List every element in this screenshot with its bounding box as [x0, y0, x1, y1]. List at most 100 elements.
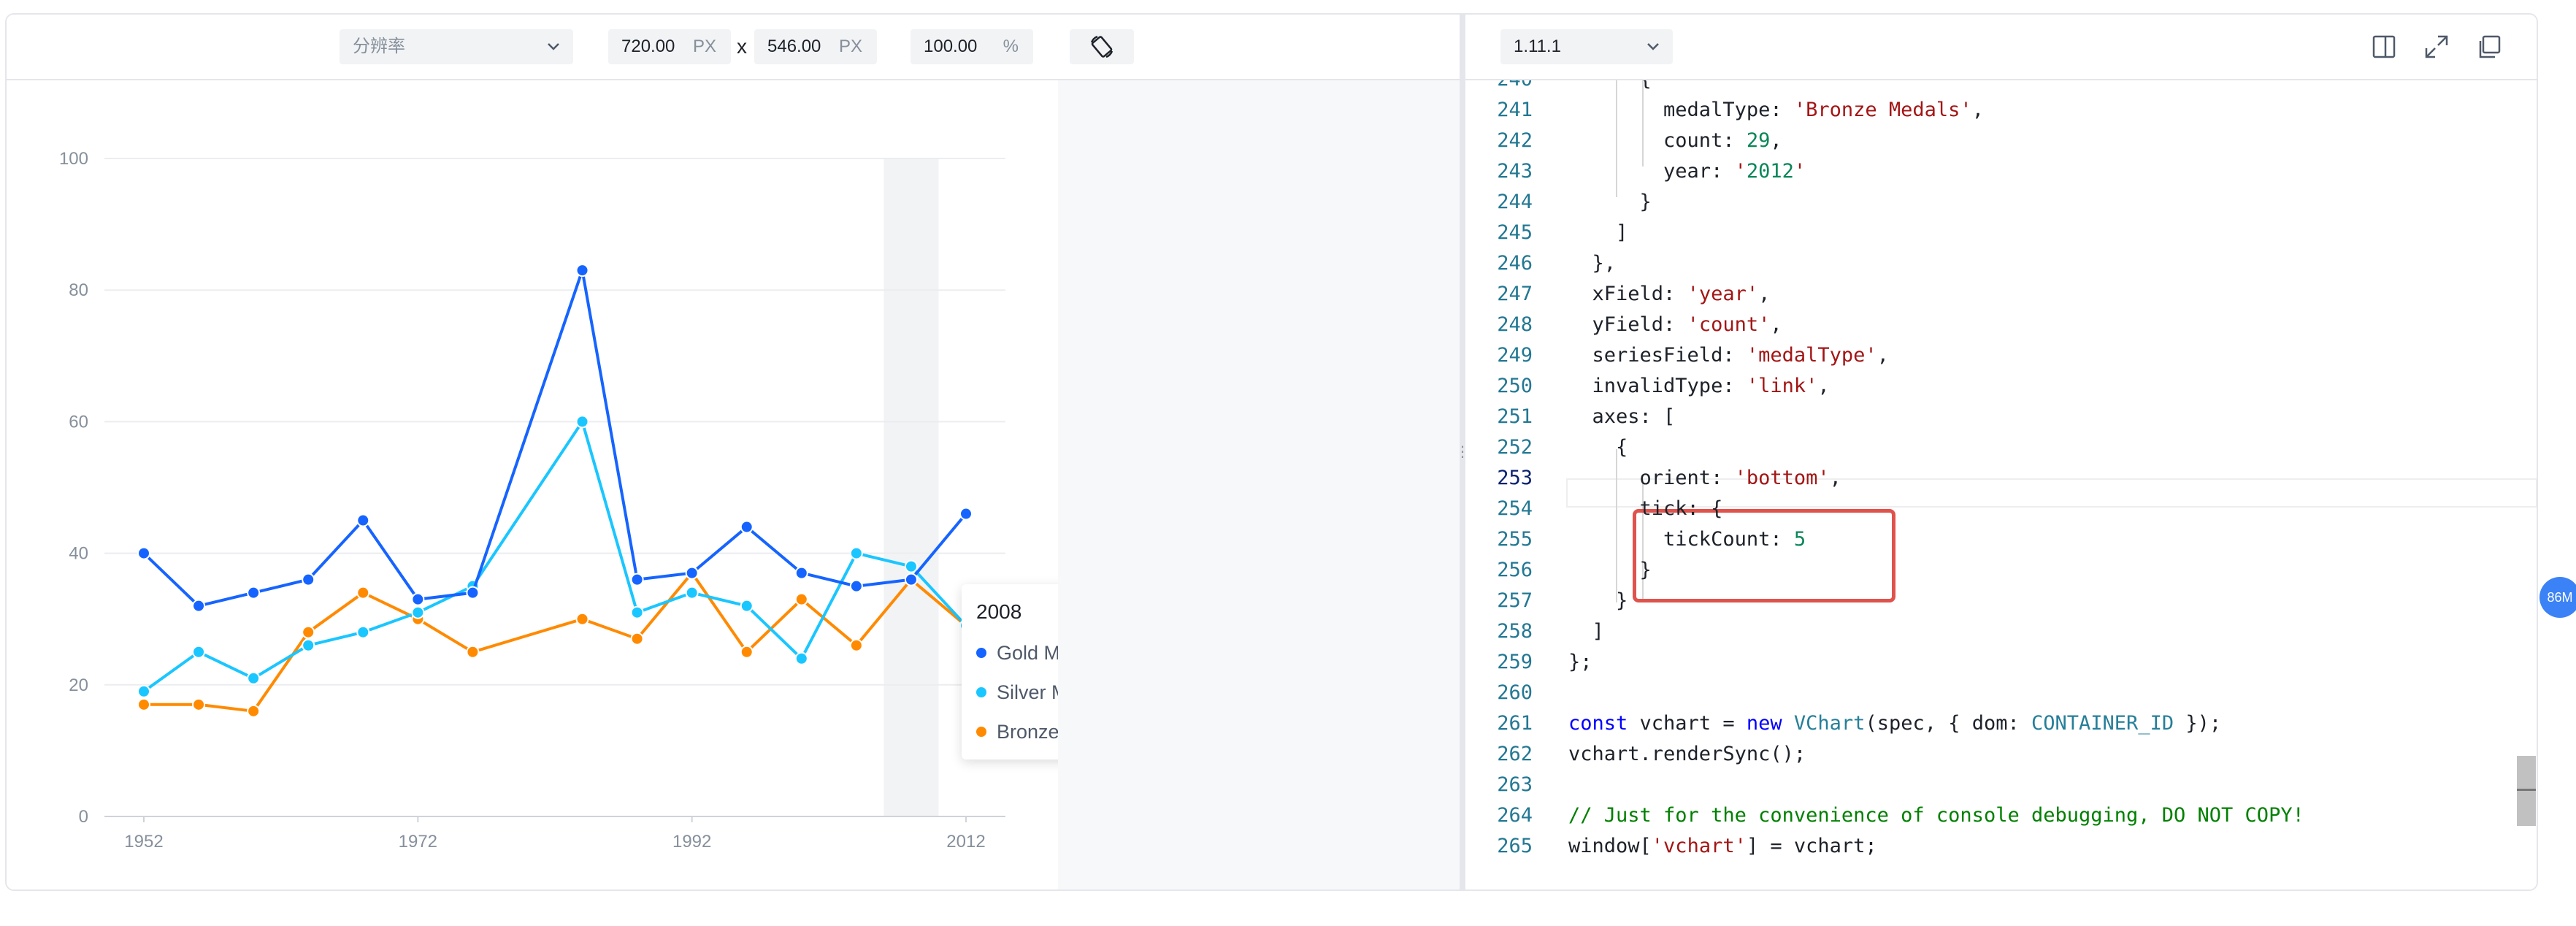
code-line[interactable]: 244 }	[1465, 187, 2537, 218]
code-line[interactable]: 240 {	[1465, 80, 2537, 95]
data-point-silver-medals[interactable]	[411, 605, 425, 619]
code-line[interactable]: 249 seriesField: 'medalType',	[1465, 340, 2537, 371]
code-line[interactable]: 250 invalidType: 'link',	[1465, 371, 2537, 402]
data-point-silver-medals[interactable]	[904, 559, 918, 573]
data-point-bronze-medals[interactable]	[575, 612, 589, 626]
fullscreen-icon[interactable]	[2422, 32, 2451, 61]
code-line[interactable]: 262 vchart.renderSync();	[1465, 739, 2537, 770]
data-point-bronze-medals[interactable]	[630, 632, 644, 646]
code-line[interactable]: 261 const vchart = new VChart(spec, { dom…	[1465, 708, 2537, 739]
data-point-gold-medals[interactable]	[411, 592, 425, 606]
data-point-silver-medals[interactable]	[356, 625, 370, 639]
data-point-silver-medals[interactable]	[630, 605, 644, 619]
rotate-device-icon	[1089, 34, 1115, 64]
data-point-bronze-medals[interactable]	[794, 592, 808, 606]
width-input[interactable]: 720.00 PX	[608, 29, 731, 64]
code-line[interactable]: 246 },	[1465, 248, 2537, 279]
code-line[interactable]: 241 medalType: 'Bronze Medals',	[1465, 95, 2537, 126]
line-number: 265	[1497, 835, 1533, 857]
zoom-value: 100.00	[924, 37, 978, 56]
data-point-bronze-medals[interactable]	[740, 645, 754, 659]
line-number: 256	[1497, 559, 1533, 581]
data-point-gold-medals[interactable]	[740, 520, 754, 534]
data-point-bronze-medals[interactable]	[302, 625, 315, 639]
data-point-gold-medals[interactable]	[247, 586, 261, 600]
data-point-gold-medals[interactable]	[466, 586, 480, 600]
memory-badge[interactable]: 86M	[2539, 577, 2576, 618]
code-line[interactable]: 248 yField: 'count',	[1465, 310, 2537, 340]
resolution-select-label: 分辨率	[353, 37, 405, 56]
data-point-gold-medals[interactable]	[575, 264, 589, 278]
line-number: 243	[1497, 160, 1533, 183]
code-line[interactable]: 242 count: 29,	[1465, 126, 2537, 156]
data-point-silver-medals[interactable]	[575, 415, 589, 429]
silver-dot-icon	[976, 687, 986, 697]
data-point-gold-medals[interactable]	[356, 513, 370, 527]
code-line[interactable]: 243 year: '2012'	[1465, 156, 2537, 187]
series-line-gold-medals[interactable]	[142, 269, 967, 608]
data-point-gold-medals[interactable]	[849, 579, 863, 593]
data-point-silver-medals[interactable]	[794, 651, 808, 665]
data-point-silver-medals[interactable]	[849, 546, 863, 560]
code-line[interactable]: 255 tickCount: 5	[1465, 524, 2537, 555]
chart-canvas[interactable]: 0 20 40 60 80 100 1952 1972 1992 2012 2008 Gold M…	[7, 80, 1211, 889]
code-line[interactable]: 260	[1465, 678, 2537, 708]
data-point-gold-medals[interactable]	[302, 573, 315, 586]
data-point-silver-medals[interactable]	[740, 599, 754, 613]
data-point-gold-medals[interactable]	[904, 573, 918, 586]
resolution-select[interactable]: 分辨率	[340, 29, 573, 64]
data-point-gold-medals[interactable]	[959, 507, 973, 521]
code-line[interactable]: 252 {	[1465, 432, 2537, 463]
data-point-bronze-medals[interactable]	[466, 645, 480, 659]
data-point-gold-medals[interactable]	[685, 566, 699, 580]
data-point-gold-medals[interactable]	[192, 599, 206, 613]
code-line[interactable]: 265 window['vchart'] = vchart;	[1465, 831, 2537, 862]
code-line[interactable]: 256 }	[1465, 555, 2537, 586]
dimension-separator: x	[737, 35, 747, 58]
line-chart[interactable]: 0 20 40 60 80 100 1952 1972 1992 2012	[7, 80, 1058, 889]
data-point-gold-medals[interactable]	[137, 546, 150, 560]
copy-icon[interactable]	[2475, 32, 2504, 61]
data-point-silver-medals[interactable]	[192, 645, 206, 659]
rotate-device-button[interactable]	[1070, 29, 1134, 64]
panel-splitter[interactable]: ⋮⋮	[1455, 15, 1484, 889]
code-line[interactable]: 245 ]	[1465, 218, 2537, 248]
crosshair-band	[883, 158, 939, 816]
code-line[interactable]: 259};	[1465, 647, 2537, 678]
line-content: yField: 'count',	[1568, 313, 1782, 336]
split-view-icon[interactable]	[2369, 32, 2399, 61]
code-line[interactable]: 251 axes: [	[1465, 402, 2537, 432]
series-line-silver-medals[interactable]	[142, 418, 967, 693]
line-number: 258	[1497, 620, 1533, 643]
data-point-silver-medals[interactable]	[137, 684, 150, 698]
data-point-silver-medals[interactable]	[247, 671, 261, 685]
code-line[interactable]: 257 }	[1465, 586, 2537, 616]
data-point-bronze-medals[interactable]	[849, 638, 863, 652]
height-input[interactable]: 546.00 PX	[754, 29, 877, 64]
height-value: 546.00	[767, 37, 821, 56]
code-line[interactable]: 247 xField: 'year',	[1465, 279, 2537, 310]
version-select[interactable]: 1.11.1	[1500, 29, 1673, 64]
code-line[interactable]: 263	[1465, 770, 2537, 800]
line-content: invalidType: 'link',	[1568, 375, 1830, 397]
series-line-bronze-medals[interactable]	[144, 570, 967, 713]
data-point-silver-medals[interactable]	[685, 586, 699, 600]
data-point-gold-medals[interactable]	[630, 573, 644, 586]
data-point-bronze-medals[interactable]	[247, 704, 261, 718]
code-line[interactable]: 264 // Just for the convenience of consol…	[1465, 800, 2537, 831]
zoom-input[interactable]: 100.00 %	[911, 29, 1033, 64]
code-editor[interactable]: 240 {241 medalType: 'Bronze Medals',242 …	[1465, 80, 2537, 889]
code-line[interactable]: 258 ]	[1465, 616, 2537, 647]
line-number: 262	[1497, 743, 1533, 765]
data-point-bronze-medals[interactable]	[192, 697, 206, 711]
code-line[interactable]: 253 orient: 'bottom',	[1465, 463, 2537, 494]
data-point-silver-medals[interactable]	[302, 638, 315, 652]
tooltip-title: 2008	[976, 600, 1022, 623]
data-point-gold-medals[interactable]	[794, 566, 808, 580]
line-number: 257	[1497, 589, 1533, 612]
data-point-bronze-medals[interactable]	[137, 697, 150, 711]
line-number: 259	[1497, 651, 1533, 673]
data-point-bronze-medals[interactable]	[356, 586, 370, 600]
code-line[interactable]: 254 tick: {	[1465, 494, 2537, 524]
code-scrollbar-thumb[interactable]	[2517, 756, 2536, 826]
